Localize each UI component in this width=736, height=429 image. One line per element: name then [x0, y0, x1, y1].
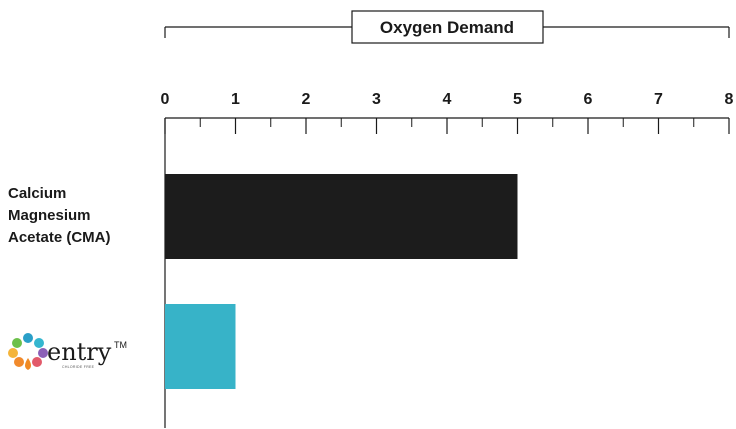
- x-tick-label: 1: [231, 91, 240, 108]
- category-label-line: Magnesium: [8, 207, 91, 224]
- x-axis-ticks: 0 1 2 3 4 5 6 7 8: [161, 91, 734, 134]
- x-tick-label: 2: [302, 91, 311, 108]
- chart-title: Oxygen Demand: [380, 18, 514, 37]
- x-axis: 0 1 2 3 4 5 6 7 8: [161, 91, 734, 134]
- bar: [165, 304, 236, 389]
- logo-petal-bottom-right: [32, 357, 42, 367]
- x-tick-label: 3: [372, 91, 381, 108]
- logo-petal-top-right: [34, 338, 44, 348]
- flower-drop-icon: [8, 333, 48, 370]
- logo-petal-right: [38, 348, 48, 358]
- category-label-cma: Calcium Magnesium Acetate (CMA): [8, 185, 111, 246]
- logo-subtitle: CHLORIDE FREE: [62, 365, 95, 369]
- logo-center: [24, 347, 32, 355]
- sentry-logo: entry TM CHLORIDE FREE: [8, 333, 127, 370]
- logo-wordmark: entry: [47, 338, 112, 366]
- category-label-line: Calcium: [8, 185, 66, 202]
- x-tick-label: 7: [654, 91, 663, 108]
- x-tick-label: 5: [513, 91, 522, 108]
- x-tick-label: 6: [584, 91, 593, 108]
- category-label-line: Acetate (CMA): [8, 229, 111, 246]
- logo-petal-top: [23, 333, 33, 343]
- x-tick-label: 8: [725, 91, 734, 108]
- x-tick-label: 4: [443, 91, 452, 108]
- title-box: [351, 10, 544, 44]
- x-tick-label: 0: [161, 91, 170, 108]
- bars: [165, 174, 518, 389]
- bar: [165, 174, 518, 259]
- logo-petal-left: [8, 348, 18, 358]
- logo-petal-top-left: [12, 338, 22, 348]
- logo-drop: [25, 358, 31, 370]
- title-bracket: Oxygen Demand: [164, 10, 730, 44]
- logo-petal-bottom-left: [14, 357, 24, 367]
- logo-trademark: TM: [114, 340, 127, 350]
